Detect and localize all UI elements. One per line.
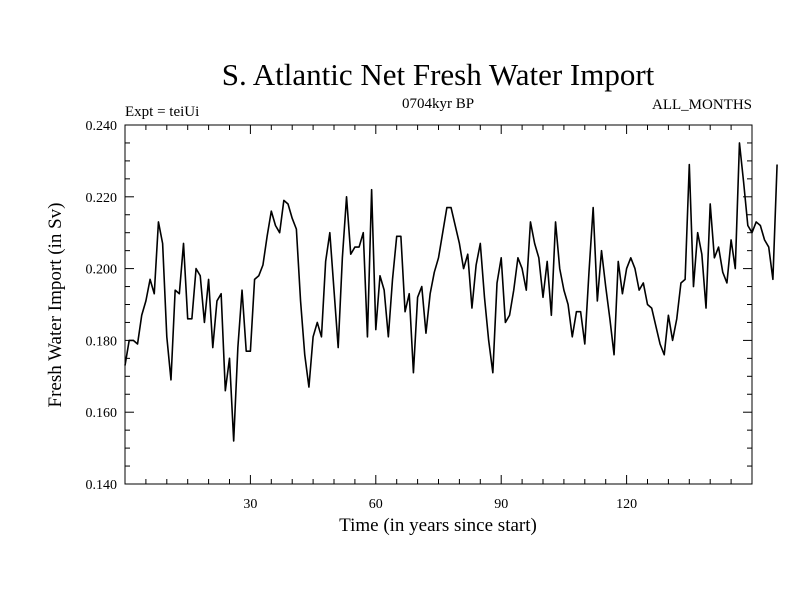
x-tick-label: 120 bbox=[616, 497, 637, 512]
axis-ticks bbox=[125, 125, 752, 484]
chart-subtitle-center: 0704kyr BP bbox=[402, 96, 474, 112]
x-tick-label: 60 bbox=[369, 497, 383, 512]
x-tick-label: 90 bbox=[494, 497, 508, 512]
chart-subtitle-right: ALL_MONTHS bbox=[652, 97, 752, 113]
series-line bbox=[124, 142, 778, 442]
axis-tick-labels: 30 60 90 120 0.140 0.160 0.180 0.200 0.220 0.240 bbox=[86, 119, 638, 512]
y-tick-label: 0.240 bbox=[86, 119, 118, 134]
chart-subtitle-left: Expt = teiUi bbox=[125, 104, 199, 120]
y-tick-label: 0.140 bbox=[86, 478, 118, 493]
y-tick-label: 0.220 bbox=[86, 191, 118, 206]
plot-frame bbox=[124, 124, 753, 485]
y-tick-label: 0.200 bbox=[86, 263, 118, 278]
y-tick-label: 0.160 bbox=[86, 406, 118, 421]
x-axis-label: Time (in years since start) bbox=[339, 515, 537, 536]
chart-title: S. Atlantic Net Fresh Water Import bbox=[222, 57, 655, 92]
y-axis-label: Fresh Water Import (in Sv) bbox=[45, 203, 66, 408]
y-tick-label: 0.180 bbox=[86, 334, 118, 349]
x-tick-label: 30 bbox=[243, 497, 257, 512]
